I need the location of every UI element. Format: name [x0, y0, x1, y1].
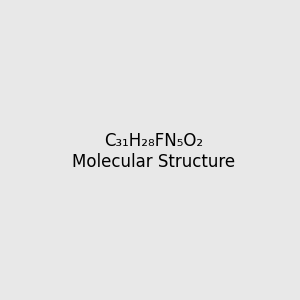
Text: C₃₁H₂₈FN₅O₂
Molecular Structure: C₃₁H₂₈FN₅O₂ Molecular Structure: [72, 132, 235, 171]
